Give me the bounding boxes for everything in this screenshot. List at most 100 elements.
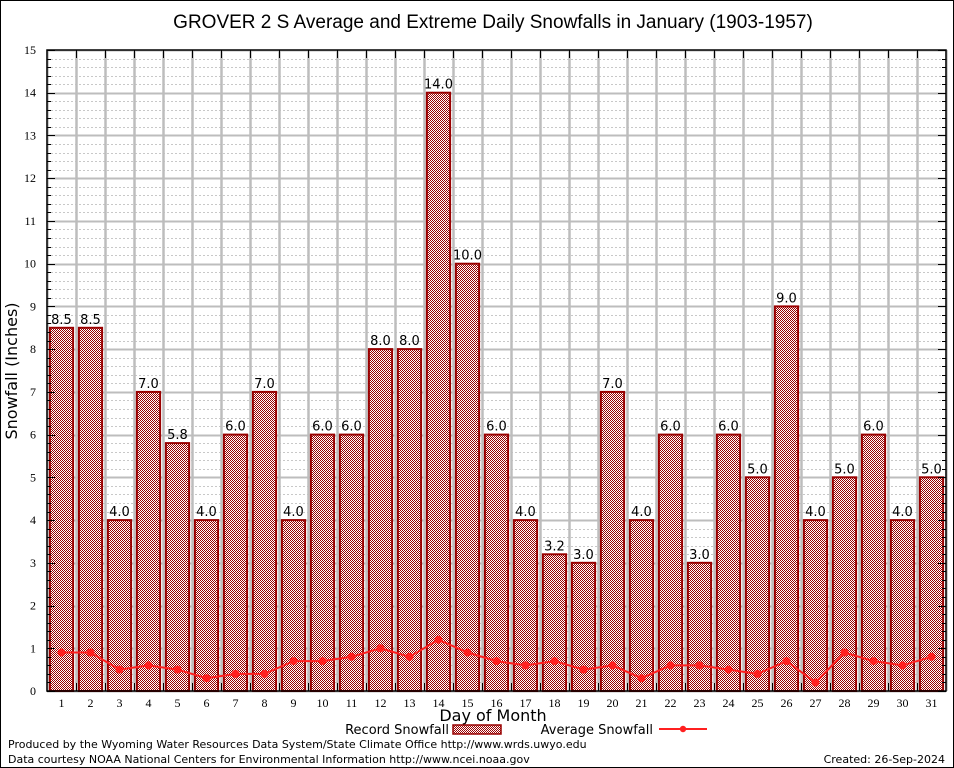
- record-bar-day-28: [831, 476, 858, 692]
- x-tick-label: 5: [175, 696, 181, 710]
- bar-value-label: 5.0: [921, 462, 942, 477]
- bar-value-label: 8.5: [51, 313, 72, 328]
- x-tick-label: 18: [549, 696, 561, 710]
- x-tick-label: 23: [694, 696, 706, 710]
- y-tick-label: 9: [30, 299, 36, 313]
- bar-value-label: 6.0: [863, 420, 884, 435]
- average-point-day-21: [637, 674, 646, 683]
- average-point-day-4: [144, 661, 153, 670]
- average-point-day-28: [840, 648, 849, 657]
- x-tick-label: 22: [665, 696, 677, 710]
- x-tick-label: 17: [520, 696, 532, 710]
- x-tick-label: 8: [262, 696, 268, 710]
- record-bar-day-20: [599, 390, 626, 692]
- average-point-day-25: [753, 669, 762, 678]
- average-point-day-8: [260, 669, 269, 678]
- record-bar-day-6: [193, 519, 220, 692]
- x-tick-label: 19: [578, 696, 590, 710]
- average-point-day-15: [463, 648, 472, 657]
- average-point-day-17: [521, 661, 530, 670]
- average-point-day-22: [666, 661, 675, 670]
- record-bar-day-15: [454, 262, 481, 692]
- x-tick-label: 12: [375, 696, 387, 710]
- x-tick-label: 6: [204, 696, 210, 710]
- bar-value-label: 7.0: [138, 377, 159, 392]
- bar-value-label: 7.0: [602, 377, 623, 392]
- record-bar-day-22: [657, 433, 684, 692]
- record-bar-day-7: [222, 433, 249, 692]
- average-point-day-26: [782, 657, 791, 666]
- y-tick-label: 11: [24, 214, 36, 228]
- x-tick-label: 2: [88, 696, 94, 710]
- plot-border: [46, 49, 947, 692]
- x-tick-label: 30: [897, 696, 909, 710]
- bar-value-label: 8.0: [399, 334, 420, 349]
- bar-value-label: 7.0: [254, 377, 275, 392]
- average-point-day-7: [231, 669, 240, 678]
- bar-value-label: 5.8: [167, 428, 188, 443]
- x-tick-label: 26: [781, 696, 793, 710]
- bar-value-label: 8.0: [370, 334, 391, 349]
- record-bar-day-11: [338, 433, 365, 692]
- y-tick-label: 12: [24, 171, 36, 185]
- average-point-day-16: [492, 657, 501, 666]
- average-point-day-5: [173, 665, 182, 674]
- bar-value-label: 6.0: [312, 420, 333, 435]
- x-tick-label: 20: [607, 696, 619, 710]
- y-axis-title: Snowfall (Inches): [2, 302, 21, 439]
- x-tick-label: 1: [59, 696, 65, 710]
- x-tick-label: 9: [291, 696, 297, 710]
- average-point-day-14: [434, 635, 443, 644]
- legend-swatch-record: [452, 724, 502, 735]
- bar-value-label: 3.2: [544, 539, 565, 554]
- footer-data-courtesy: Data courtesy NOAA National Centers for …: [8, 753, 530, 766]
- record-bar-day-1: [48, 326, 75, 692]
- average-point-day-12: [376, 644, 385, 653]
- bar-value-label: 4.0: [805, 505, 826, 520]
- average-point-day-13: [405, 652, 414, 661]
- x-tick-label: 7: [233, 696, 239, 710]
- record-bar-day-25: [744, 476, 771, 692]
- bar-value-label: 3.0: [689, 548, 710, 563]
- average-point-day-3: [115, 665, 124, 674]
- record-bar-day-21: [628, 519, 655, 692]
- axes: [46, 49, 947, 692]
- bar-value-label: 10.0: [453, 249, 482, 264]
- y-tick-label: 0: [30, 684, 36, 698]
- x-tick-label: 10: [317, 696, 329, 710]
- average-point-day-23: [695, 661, 704, 670]
- average-point-day-19: [579, 665, 588, 674]
- x-tick-label: 31: [926, 696, 938, 710]
- average-point-day-11: [347, 652, 356, 661]
- y-tick-label: 8: [30, 342, 36, 356]
- x-tick-label: 11: [346, 696, 358, 710]
- record-bar-day-29: [860, 433, 887, 692]
- record-bar-day-16: [483, 433, 510, 692]
- x-tick-label: 15: [462, 696, 474, 710]
- x-tick-label: 25: [752, 696, 764, 710]
- bar-value-label: 14.0: [424, 78, 453, 93]
- x-tick-label: 24: [723, 696, 735, 710]
- record-bar-day-14: [425, 91, 452, 692]
- record-bar-day-5: [164, 442, 191, 692]
- average-point-day-9: [289, 657, 298, 666]
- average-point-day-2: [86, 648, 95, 657]
- bar-value-label: 6.0: [718, 420, 739, 435]
- average-line: [57, 635, 936, 687]
- record-bar-day-2: [77, 326, 104, 692]
- y-tick-label: 3: [30, 556, 36, 570]
- y-tick-label: 6: [30, 428, 36, 442]
- x-axis-title: Day of Month: [439, 706, 546, 725]
- bar-value-label: 5.0: [834, 462, 855, 477]
- average-point-day-27: [811, 678, 820, 687]
- x-tick-label: 29: [868, 696, 880, 710]
- legend-label-record: Record Snowfall: [345, 723, 449, 738]
- x-tick-label: 16: [491, 696, 503, 710]
- y-tick-label: 4: [30, 513, 36, 527]
- average-point-day-31: [927, 652, 936, 661]
- record-bar-day-18: [541, 553, 568, 692]
- x-tick-labels: 1 2 3 4 5 6 7 8 9 10 11 12 13 14 15 16 17 18 19 20 21 22 23 24 2…: [59, 696, 938, 710]
- bar-value-label: 6.0: [486, 420, 507, 435]
- bar-value-label: 4.0: [283, 505, 304, 520]
